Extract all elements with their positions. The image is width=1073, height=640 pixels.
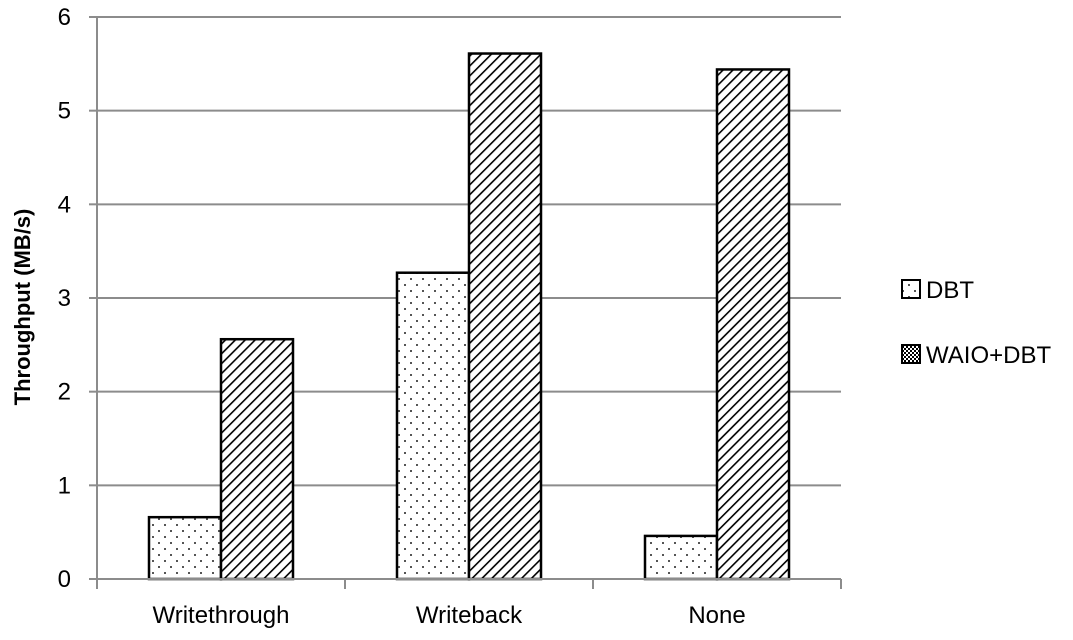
bar-waio-dbt-writethrough <box>219 337 295 581</box>
bar-waio-dbt-none <box>715 68 791 581</box>
y-tick-label: 4 <box>58 191 71 218</box>
bar-dbt-none <box>643 534 719 581</box>
legend: DBT WAIO+DBT <box>901 277 1051 369</box>
bar-dbt-writethrough <box>147 515 223 581</box>
y-tick-label: 1 <box>58 472 71 499</box>
x-category-label: Writeback <box>416 602 523 629</box>
y-tick-label: 0 <box>58 566 71 593</box>
y-tick-label: 3 <box>58 285 71 312</box>
legend-swatch <box>901 279 921 299</box>
axis-labels: 0 1 2 3 4 5 6 Writethrough Writeback None <box>58 4 746 629</box>
legend-swatch <box>901 344 921 364</box>
y-axis-title: Throughput (MB/s) <box>10 209 35 406</box>
y-tick-label: 6 <box>58 4 71 31</box>
legend-label: WAIO+DBT <box>926 342 1051 369</box>
y-tick-label: 2 <box>58 379 71 406</box>
bar-waio-dbt-writeback <box>467 52 543 581</box>
bars <box>147 52 791 581</box>
x-category-label: None <box>688 602 745 629</box>
axes <box>89 16 842 589</box>
x-category-label: Writethrough <box>153 602 290 629</box>
y-tick-label: 5 <box>58 98 71 125</box>
bar-dbt-writeback <box>395 271 471 581</box>
legend-label: DBT <box>926 277 974 304</box>
